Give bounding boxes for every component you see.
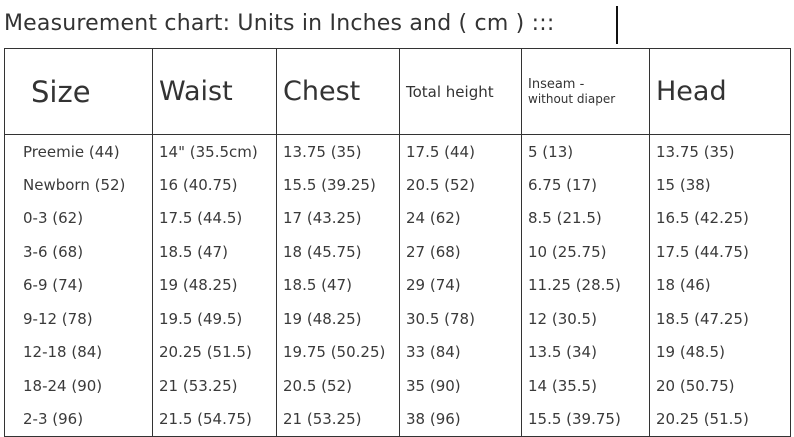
header-waist: Waist	[152, 48, 277, 135]
cell-chest: 20.5 (52)	[276, 369, 400, 403]
cell-inseam: 10 (25.75)	[521, 235, 650, 269]
cell-chest: 18.5 (47)	[276, 268, 400, 302]
cell-size: 9-12 (78)	[4, 302, 153, 336]
cell-waist: 20.25 (51.5)	[152, 335, 277, 369]
chart-title: Measurement chart: Units in Inches and (…	[4, 11, 555, 36]
cell-head: 17.5 (44.75)	[649, 235, 791, 269]
cell-chest: 17 (43.25)	[276, 201, 400, 235]
cell-chest: 15.5 (39.25)	[276, 168, 400, 202]
table-row: Preemie (44) 14" (35.5cm) 13.75 (35) 17.5 (…	[4, 134, 791, 168]
header-inseam-label: Inseam -	[528, 76, 585, 92]
table-row: 6-9 (74) 19 (48.25) 18.5 (47) 29 (74) 11.25 …	[4, 268, 791, 302]
cell-head: 18.5 (47.25)	[649, 302, 791, 336]
table-row: 12-18 (84) 20.25 (51.5) 19.75 (50.25) 33 (8…	[4, 335, 791, 369]
cell-head: 19 (48.5)	[649, 335, 791, 369]
table-row: 3-6 (68) 18.5 (47) 18 (45.75) 27 (68) 10 (25…	[4, 235, 791, 269]
cell-waist: 19 (48.25)	[152, 268, 277, 302]
header-chest: Chest	[276, 48, 400, 135]
cell-inseam: 13.5 (34)	[521, 335, 650, 369]
cell-size: 2-3 (96)	[4, 402, 153, 437]
cell-total-height: 27 (68)	[399, 235, 522, 269]
cell-total-height: 20.5 (52)	[399, 168, 522, 202]
cell-size: Preemie (44)	[4, 134, 153, 168]
cell-head: 13.75 (35)	[649, 134, 791, 168]
table-row: Newborn (52) 16 (40.75) 15.5 (39.25) 20.5 (…	[4, 168, 791, 202]
measurement-table: Size Waist Chest Total height Inseam - w…	[4, 48, 791, 437]
cell-chest: 13.75 (35)	[276, 134, 400, 168]
cell-head: 18 (46)	[649, 268, 791, 302]
cell-inseam: 6.75 (17)	[521, 168, 650, 202]
cell-head: 15 (38)	[649, 168, 791, 202]
cell-chest: 21 (53.25)	[276, 402, 400, 437]
cell-size: 6-9 (74)	[4, 268, 153, 302]
table-row: 2-3 (96) 21.5 (54.75) 21 (53.25) 38 (96) 15.…	[4, 402, 791, 437]
cell-waist: 18.5 (47)	[152, 235, 277, 269]
cell-head: 20.25 (51.5)	[649, 402, 791, 437]
table-row: 18-24 (90) 21 (53.25) 20.5 (52) 35 (90) 14 (…	[4, 369, 791, 403]
cell-inseam: 12 (30.5)	[521, 302, 650, 336]
header-inseam-sublabel: without diaper	[528, 91, 616, 106]
cell-total-height: 38 (96)	[399, 402, 522, 437]
cell-chest: 19.75 (50.25)	[276, 335, 400, 369]
cell-chest: 18 (45.75)	[276, 235, 400, 269]
cell-size: 0-3 (62)	[4, 201, 153, 235]
table-row: 9-12 (78) 19.5 (49.5) 19 (48.25) 30.5 (78) 1…	[4, 302, 791, 336]
cell-chest: 19 (48.25)	[276, 302, 400, 336]
cell-total-height: 24 (62)	[399, 201, 522, 235]
cell-size: Newborn (52)	[4, 168, 153, 202]
cell-total-height: 17.5 (44)	[399, 134, 522, 168]
table-body: Preemie (44) 14" (35.5cm) 13.75 (35) 17.5 (…	[4, 134, 791, 437]
header-row: Size Waist Chest Total height Inseam - w…	[4, 48, 791, 135]
header-size: Size	[4, 48, 153, 135]
cell-waist: 14" (35.5cm)	[152, 134, 277, 168]
cell-inseam: 15.5 (39.75)	[521, 402, 650, 437]
cell-waist: 21.5 (54.75)	[152, 402, 277, 437]
cell-waist: 16 (40.75)	[152, 168, 277, 202]
cell-total-height: 29 (74)	[399, 268, 522, 302]
header-inseam: Inseam - without diaper	[521, 48, 650, 135]
text-cursor	[616, 6, 618, 44]
cell-head: 20 (50.75)	[649, 369, 791, 403]
cell-waist: 19.5 (49.5)	[152, 302, 277, 336]
header-total-height: Total height	[399, 48, 522, 135]
table-row: 0-3 (62) 17.5 (44.5) 17 (43.25) 24 (62) 8.5 …	[4, 201, 791, 235]
cell-total-height: 30.5 (78)	[399, 302, 522, 336]
cell-waist: 21 (53.25)	[152, 369, 277, 403]
cell-size: 12-18 (84)	[4, 335, 153, 369]
cell-inseam: 14 (35.5)	[521, 369, 650, 403]
header-head: Head	[649, 48, 791, 135]
cell-total-height: 33 (84)	[399, 335, 522, 369]
cell-size: 3-6 (68)	[4, 235, 153, 269]
cell-total-height: 35 (90)	[399, 369, 522, 403]
cell-inseam: 5 (13)	[521, 134, 650, 168]
cell-head: 16.5 (42.25)	[649, 201, 791, 235]
cell-size: 18-24 (90)	[4, 369, 153, 403]
cell-inseam: 8.5 (21.5)	[521, 201, 650, 235]
cell-inseam: 11.25 (28.5)	[521, 268, 650, 302]
cell-waist: 17.5 (44.5)	[152, 201, 277, 235]
